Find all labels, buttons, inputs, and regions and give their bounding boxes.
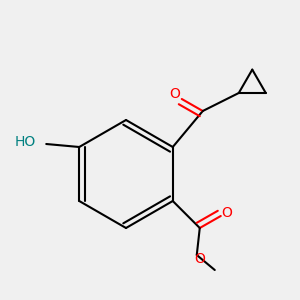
Text: O: O — [194, 252, 205, 266]
Text: O: O — [221, 206, 232, 220]
Text: O: O — [169, 88, 180, 101]
Text: HO: HO — [14, 136, 36, 149]
